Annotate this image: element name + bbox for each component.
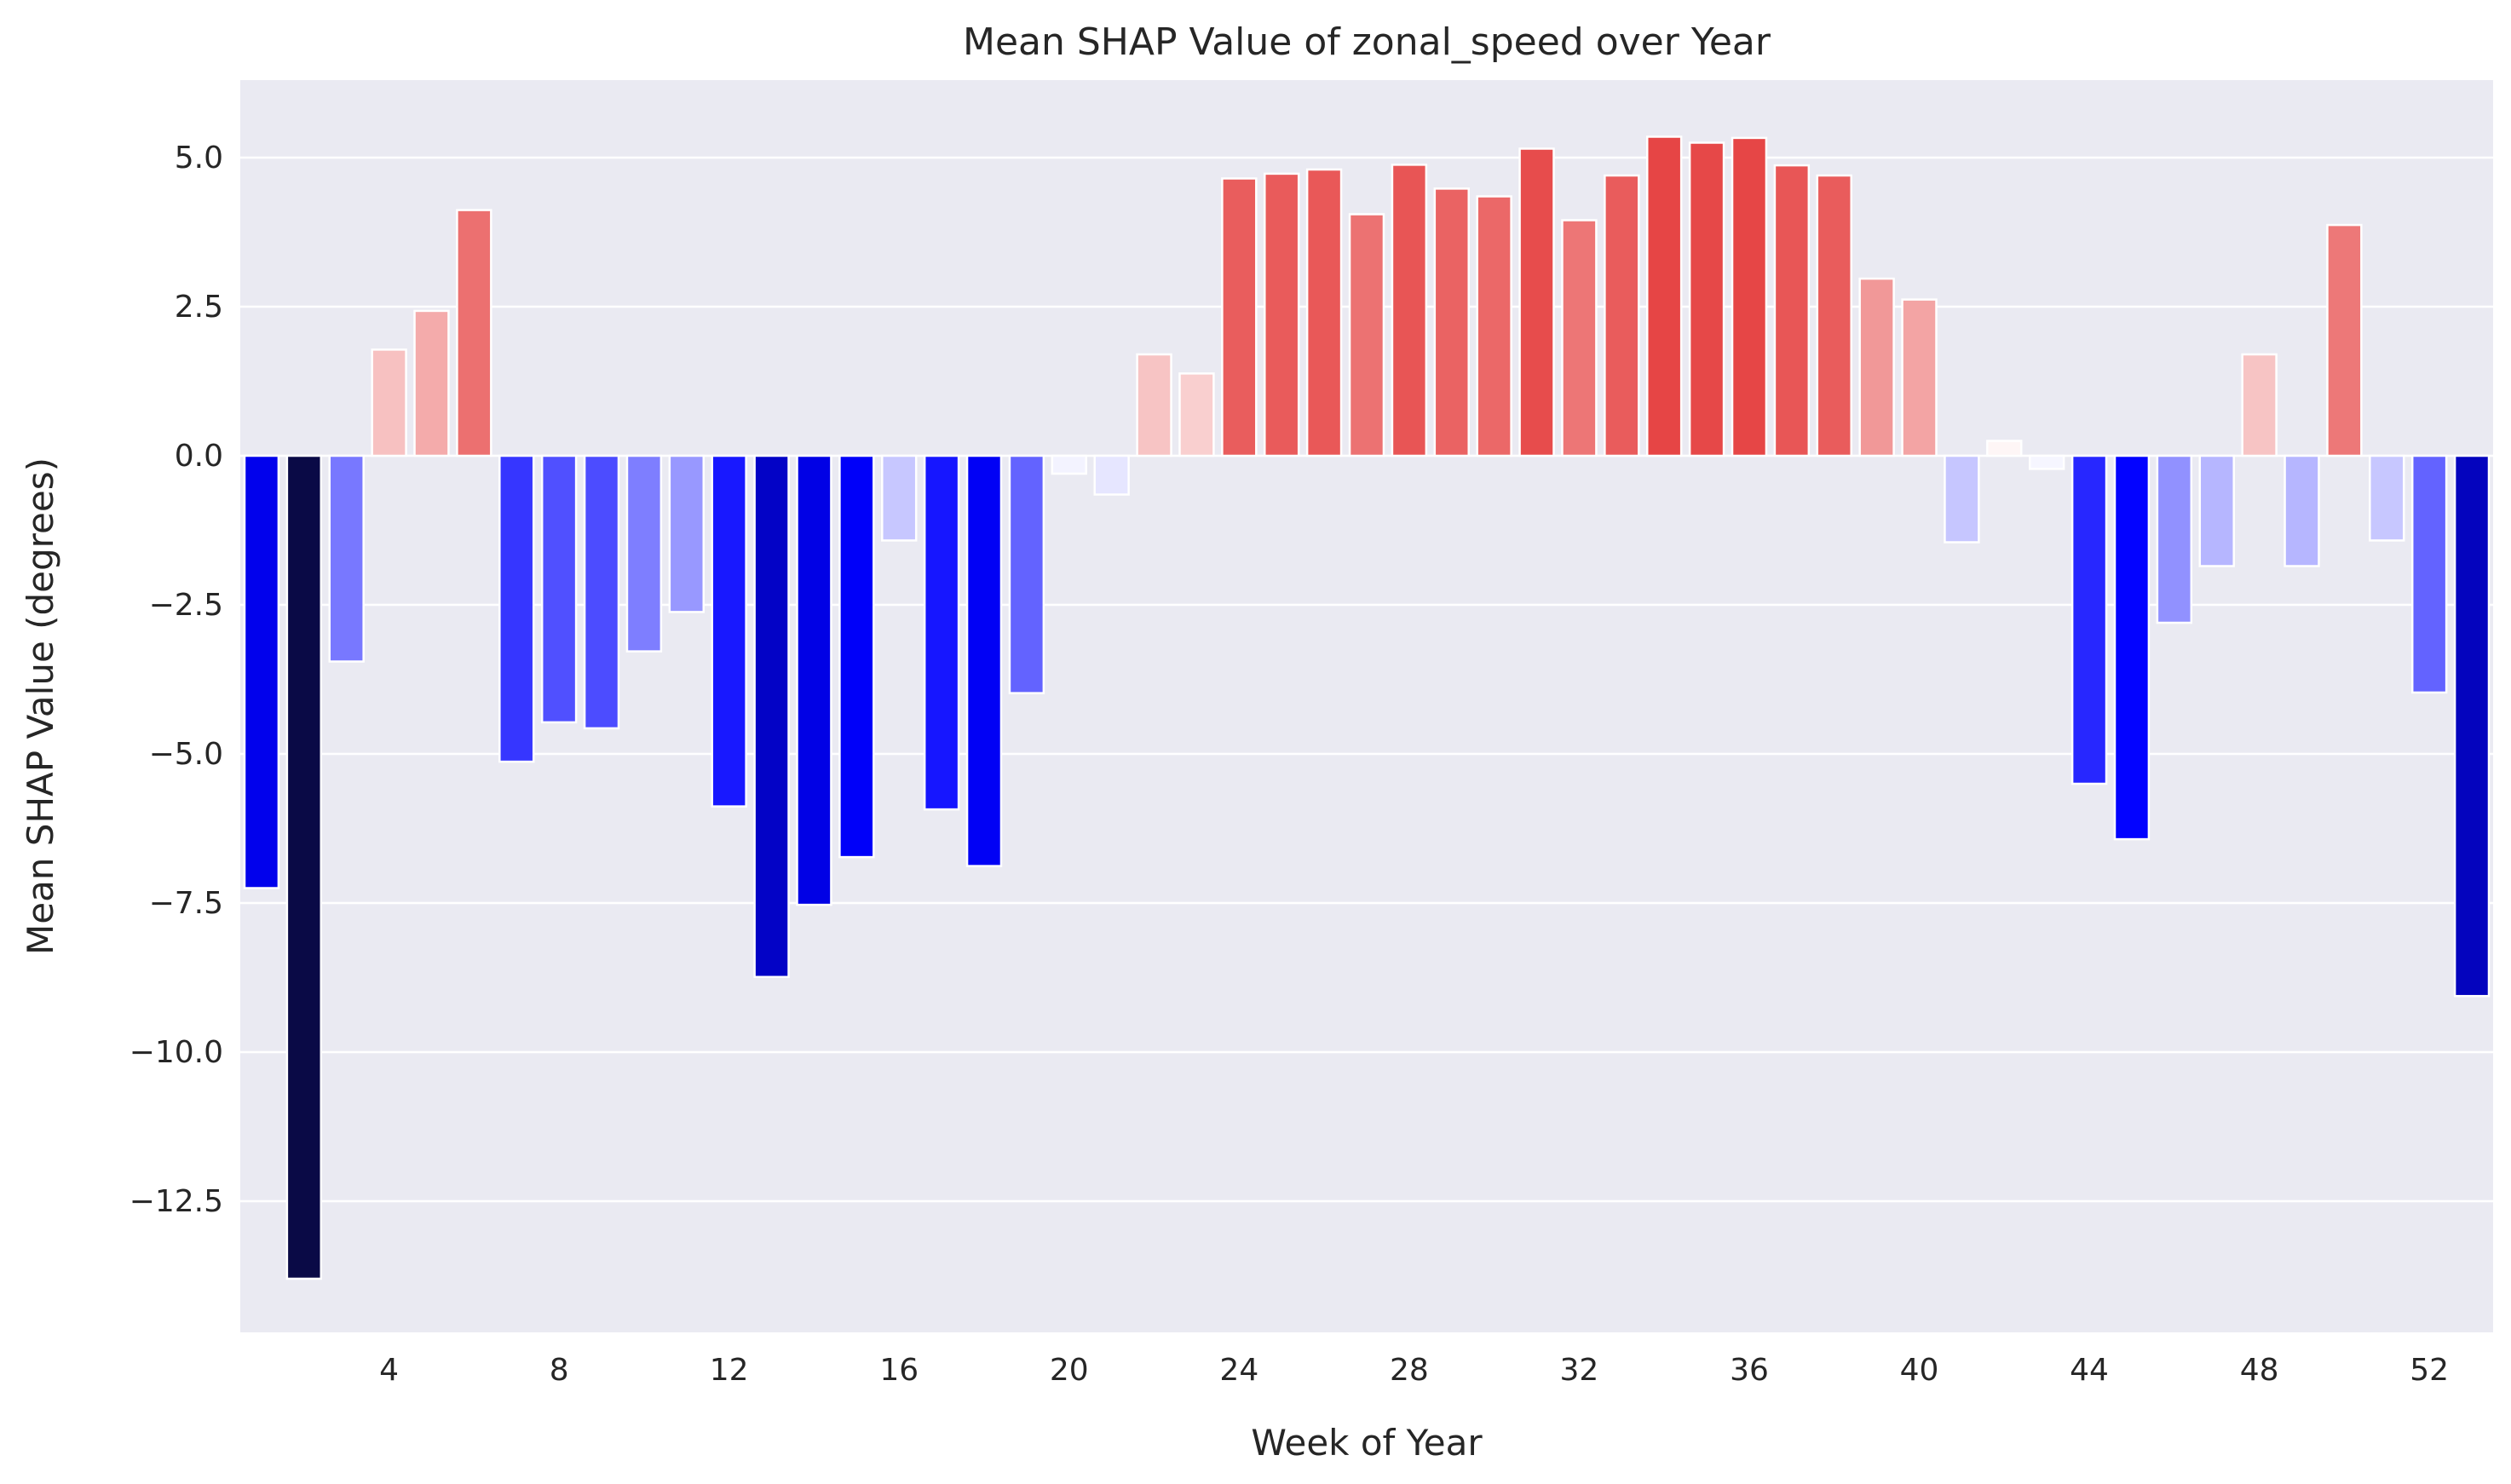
bar-week-12: [711, 454, 747, 808]
bar-week-39: [1858, 277, 1895, 457]
bars: [243, 135, 2491, 1280]
bar-week-21: [1093, 454, 1130, 496]
bar-week-49: [2284, 454, 2320, 567]
y-tick-label: 0.0: [175, 439, 223, 474]
bar-week-14: [796, 454, 832, 906]
y-tick-label: 5.0: [175, 141, 223, 175]
bar-week-10: [625, 454, 663, 653]
bar-week-9: [583, 454, 620, 730]
bar-week-43: [2028, 454, 2065, 470]
bar-week-15: [838, 454, 875, 859]
x-tick-label: 52: [2410, 1353, 2449, 1388]
y-tick-label: −2.5: [149, 588, 223, 623]
bar-week-44: [2070, 454, 2108, 785]
bar-week-8: [540, 454, 578, 724]
bar-week-3: [328, 454, 365, 663]
bar-week-19: [1008, 454, 1045, 694]
bar-week-31: [1518, 147, 1555, 457]
bar-week-51: [2369, 454, 2405, 542]
bar-week-7: [498, 454, 535, 763]
bar-week-48: [2241, 353, 2278, 457]
bar-week-46: [2156, 454, 2193, 624]
x-tick-label: 48: [2240, 1353, 2279, 1388]
bar-week-47: [2198, 454, 2235, 567]
y-tick-labels: 5.0 2.5 0.0 −2.5 −5.0 −7.5 −10.0 −12.5: [130, 141, 223, 1219]
bar-week-11: [668, 454, 705, 613]
bar-week-24: [1221, 177, 1258, 457]
y-axis-label: Mean SHAP Value (degrees): [20, 457, 61, 955]
bar-week-5: [413, 309, 450, 457]
bar-week-29: [1433, 187, 1470, 457]
bar-week-20: [1051, 454, 1087, 475]
y-tick-label: −10.0: [130, 1035, 223, 1070]
y-tick-label: −12.5: [130, 1184, 223, 1219]
x-axis-label: Week of Year: [1251, 1422, 1483, 1464]
bar-week-25: [1264, 172, 1300, 457]
bar-week-23: [1178, 372, 1215, 457]
y-tick-label: −5.0: [149, 737, 223, 772]
bar-week-33: [1604, 174, 1640, 457]
bar-week-27: [1348, 213, 1385, 457]
x-tick-label: 4: [379, 1353, 399, 1388]
x-tick-label: 44: [2070, 1353, 2109, 1388]
bar-week-4: [371, 348, 407, 457]
x-tick-label: 36: [1730, 1353, 1769, 1388]
bar-week-36: [1731, 136, 1768, 457]
bar-week-34: [1646, 135, 1683, 457]
y-tick-label: −7.5: [149, 886, 223, 921]
bar-week-42: [1986, 440, 2023, 457]
bar-week-52: [2410, 454, 2448, 694]
bar-week-50: [2326, 223, 2363, 457]
x-tick-label: 24: [1219, 1353, 1258, 1388]
bar-week-28: [1391, 164, 1428, 457]
x-tick-label: 32: [1560, 1353, 1599, 1388]
bar-week-30: [1476, 195, 1512, 457]
bar-week-1: [243, 454, 280, 889]
x-tick-label: 12: [710, 1353, 749, 1388]
bar-week-13: [753, 454, 790, 979]
bar-week-35: [1688, 141, 1725, 457]
x-tick-label: 8: [550, 1353, 569, 1388]
bar-week-53: [2453, 454, 2491, 998]
bar-week-18: [965, 454, 1003, 867]
bar-week-32: [1561, 219, 1598, 457]
bar-week-16: [881, 454, 918, 542]
chart-title: Mean SHAP Value of zonal_speed over Year: [963, 20, 1771, 64]
x-tick-label: 20: [1050, 1353, 1089, 1388]
bar-week-41: [1944, 454, 1980, 544]
x-tick-labels: 4 8 12 16 20 24 28 32 36 40 44 48 52: [379, 1353, 2449, 1388]
bar-week-6: [456, 209, 492, 457]
x-tick-label: 40: [1900, 1353, 1939, 1388]
bar-week-17: [923, 454, 960, 811]
x-tick-label: 16: [879, 1353, 919, 1388]
bar-week-22: [1136, 353, 1172, 457]
bar-week-38: [1816, 174, 1852, 457]
bar-week-45: [2113, 454, 2151, 841]
x-tick-label: 28: [1390, 1353, 1429, 1388]
bar-week-26: [1305, 168, 1343, 457]
bar-week-2: [285, 454, 323, 1280]
bar-week-40: [1901, 298, 1938, 457]
y-tick-label: 2.5: [175, 290, 223, 325]
bar-week-37: [1773, 164, 1811, 457]
